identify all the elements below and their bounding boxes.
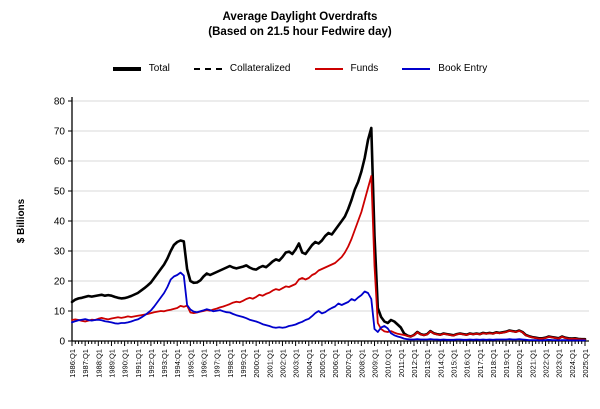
svg-text:2019:Q1: 2019:Q1: [502, 349, 511, 378]
svg-text:30: 30: [54, 247, 66, 258]
svg-text:2004:Q1: 2004:Q1: [305, 349, 314, 378]
svg-text:2022:Q1: 2022:Q1: [542, 349, 551, 378]
svg-text:2007:Q1: 2007:Q1: [344, 349, 353, 378]
svg-text:70: 70: [54, 127, 66, 138]
svg-text:2016:Q1: 2016:Q1: [463, 349, 472, 378]
svg-text:1994:Q1: 1994:Q1: [173, 349, 182, 378]
svg-text:2017:Q1: 2017:Q1: [476, 349, 485, 378]
svg-text:2013:Q1: 2013:Q1: [423, 349, 432, 378]
svg-text:1990:Q1: 1990:Q1: [121, 349, 130, 378]
svg-text:2006:Q1: 2006:Q1: [331, 349, 340, 378]
svg-text:2025:Q1: 2025:Q1: [581, 349, 590, 378]
svg-text:60: 60: [54, 157, 66, 168]
svg-text:2008:Q1: 2008:Q1: [357, 349, 366, 378]
book-entry-line-swatch: [402, 67, 431, 70]
total-line-swatch: [112, 66, 141, 71]
svg-text:2014:Q1: 2014:Q1: [436, 349, 445, 378]
legend-label-funds: Funds: [350, 63, 379, 74]
svg-text:2024:Q1: 2024:Q1: [568, 349, 577, 378]
legend-item-total: Total: [112, 63, 170, 74]
svg-text:2005:Q1: 2005:Q1: [318, 349, 327, 378]
svg-text:2020:Q1: 2020:Q1: [515, 349, 524, 378]
legend-label-collateralized: Collateralized: [229, 63, 291, 74]
svg-text:2000:Q1: 2000:Q1: [252, 349, 261, 378]
collateralized-line-swatch: [193, 67, 222, 70]
svg-text:2001:Q1: 2001:Q1: [265, 349, 274, 378]
svg-text:40: 40: [54, 217, 66, 228]
svg-text:1991:Q1: 1991:Q1: [134, 349, 143, 378]
svg-text:2011:Q1: 2011:Q1: [397, 349, 406, 377]
svg-text:2003:Q1: 2003:Q1: [292, 349, 301, 378]
chart-subtitle: (Based on 21.5 hour Fedwire day): [208, 26, 392, 39]
svg-text:1998:Q1: 1998:Q1: [226, 349, 235, 378]
svg-text:1999:Q1: 1999:Q1: [239, 349, 248, 378]
svg-text:1993:Q1: 1993:Q1: [160, 349, 169, 378]
svg-text:1989:Q1: 1989:Q1: [107, 349, 116, 378]
svg-text:1986:Q1: 1986:Q1: [68, 349, 77, 378]
svg-text:1995:Q1: 1995:Q1: [186, 349, 195, 378]
legend-label-total: Total: [148, 63, 170, 74]
svg-text:20: 20: [54, 277, 66, 288]
svg-text:2018:Q1: 2018:Q1: [489, 349, 498, 378]
funds-line-swatch: [314, 67, 343, 70]
svg-text:2015:Q1: 2015:Q1: [449, 349, 458, 378]
svg-text:2010:Q1: 2010:Q1: [384, 349, 393, 378]
svg-text:2012:Q1: 2012:Q1: [410, 349, 419, 378]
chart-title: Average Daylight Overdrafts: [222, 11, 378, 23]
svg-text:2021:Q1: 2021:Q1: [528, 349, 537, 378]
svg-text:80: 80: [54, 97, 66, 108]
legend-item-book-entry: Book Entry: [402, 63, 487, 74]
chart-title-block: Average Daylight Overdrafts (Based on 21…: [0, 10, 600, 40]
svg-text:1992:Q1: 1992:Q1: [147, 349, 156, 378]
chart-legend: Total Collateralized Funds Book Entry: [0, 63, 600, 74]
svg-text:1988:Q1: 1988:Q1: [94, 349, 103, 378]
legend-label-book-entry: Book Entry: [438, 63, 488, 74]
svg-text:2009:Q1: 2009:Q1: [371, 349, 380, 378]
svg-text:2023:Q1: 2023:Q1: [555, 349, 564, 378]
legend-item-funds: Funds: [314, 63, 379, 74]
svg-text:0: 0: [59, 337, 65, 348]
svg-text:1996:Q1: 1996:Q1: [200, 349, 209, 378]
svg-text:2002:Q1: 2002:Q1: [278, 349, 287, 378]
svg-text:1997:Q1: 1997:Q1: [213, 349, 222, 378]
svg-text:$ Billions: $ Billions: [16, 198, 27, 243]
svg-text:1987:Q1: 1987:Q1: [81, 349, 90, 378]
legend-item-collateralized: Collateralized: [193, 63, 291, 74]
svg-text:50: 50: [54, 187, 66, 198]
svg-text:10: 10: [54, 307, 66, 318]
